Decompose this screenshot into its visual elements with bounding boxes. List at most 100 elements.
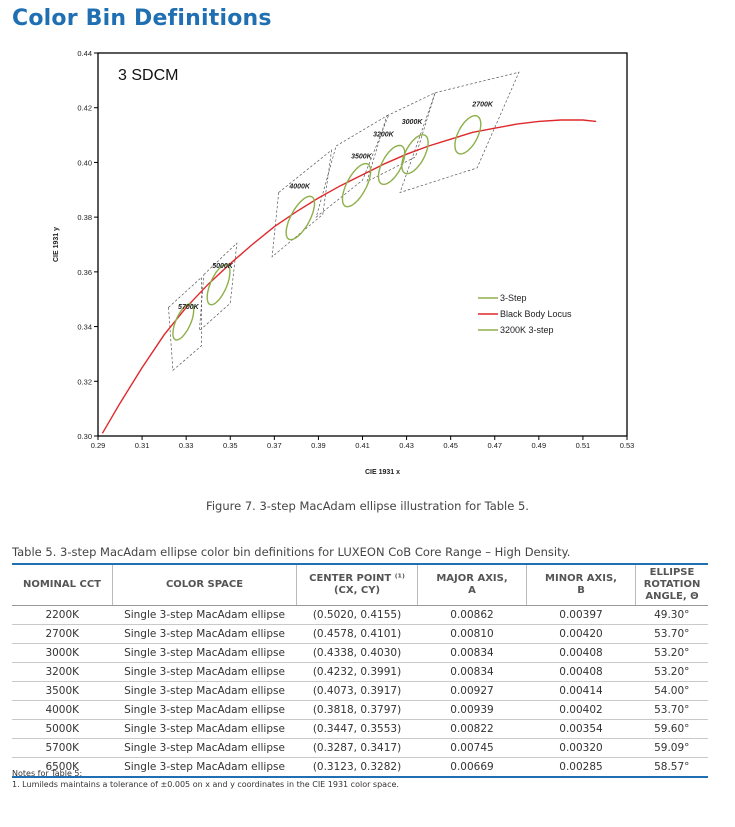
header-minor-axis: MINOR AXIS, b: [526, 563, 636, 606]
table-notes: Notes for Table 5: 1. Lumileds maintains…: [12, 768, 399, 790]
cell-rotation-angle: 53.20°: [635, 643, 708, 663]
x-tick-label: 0.35: [223, 441, 238, 450]
cell-center-point: (0.3447, 0.3553): [296, 719, 418, 739]
note-item: 1. Lumileds maintains a tolerance of ±0.…: [12, 780, 399, 789]
cell-center-point: (0.3123, 0.3282): [296, 757, 418, 778]
header-rotation-line1: ELLIPSE ROTATION: [643, 567, 701, 590]
ellipse-3500k: [341, 162, 372, 208]
header-color-space: COLOR SPACE: [112, 563, 297, 606]
cell-cct: 5700K: [12, 738, 113, 758]
x-tick-label: 0.37: [267, 441, 282, 450]
cell-color-space: Single 3-step MacAdam ellipse: [112, 662, 297, 682]
y-tick-label: 0.42: [77, 104, 92, 113]
cell-cct: 3200K: [12, 662, 113, 682]
bin-label-3000k: 3000K: [402, 119, 424, 126]
y-tick-label: 0.32: [77, 377, 92, 386]
cell-color-space: Single 3-step MacAdam ellipse: [112, 700, 297, 720]
cell-cct: 2700K: [12, 624, 113, 644]
plot-area: [97, 52, 628, 437]
table-row: 5000K Single 3-step MacAdam ellipse (0.3…: [12, 719, 708, 739]
bin-label-5700k: 5700K: [178, 304, 200, 311]
cell-cct: 3000K: [12, 643, 113, 663]
cell-rotation-angle: 59.09°: [635, 738, 708, 758]
x-tick-label: 0.43: [399, 441, 414, 450]
table-header-row: NOMINAL CCT COLOR SPACE CENTER POINT ⁽¹⁾…: [12, 563, 708, 606]
x-tick-label: 0.53: [620, 441, 635, 450]
bin-quadrangle: [271, 149, 333, 258]
y-tick-label: 0.44: [77, 49, 92, 58]
x-tick-label: 0.47: [487, 441, 502, 450]
ellipse-2700k: [454, 114, 482, 155]
cell-color-space: Single 3-step MacAdam ellipse: [112, 605, 297, 625]
cell-minor-axis: 0.00354: [526, 719, 636, 739]
cell-rotation-angle: 58.57°: [635, 757, 708, 778]
bin-quadrangle: [315, 113, 390, 219]
table-row: 4000K Single 3-step MacAdam ellipse (0.3…: [12, 700, 708, 720]
header-color-space-label: COLOR SPACE: [165, 579, 244, 590]
ellipse-3200k: [377, 144, 406, 186]
header-center-point: CENTER POINT ⁽¹⁾ (cx, cy): [296, 563, 418, 606]
y-tick-label: 0.40: [77, 158, 92, 167]
legend-label: Black Body Locus: [500, 309, 572, 319]
ellipse-4000k: [285, 195, 316, 241]
cell-center-point: (0.4578, 0.4101): [296, 624, 418, 644]
cell-minor-axis: 0.00285: [526, 757, 636, 778]
ellipse-3000k: [401, 134, 429, 175]
cell-color-space: Single 3-step MacAdam ellipse: [112, 643, 297, 663]
header-major-axis-line1: MAJOR AXIS,: [436, 573, 508, 584]
cell-center-point: (0.4232, 0.3991): [296, 662, 418, 682]
cell-cct: 5000K: [12, 719, 113, 739]
bin-quadrangle: [399, 71, 520, 194]
cell-cct: 4000K: [12, 700, 113, 720]
header-major-axis-line2: a: [468, 585, 476, 596]
x-tick-label: 0.29: [91, 441, 106, 450]
cell-color-space: Single 3-step MacAdam ellipse: [112, 624, 297, 644]
cell-minor-axis: 0.00408: [526, 662, 636, 682]
cell-center-point: (0.3287, 0.3417): [296, 738, 418, 758]
x-axis-label: CIE 1931 x: [365, 469, 400, 476]
macadam-chart: 0.29 0.31 0.33 0.35 0.37 0.39 0.41 0.43 0.45 0.47…: [53, 49, 635, 476]
cell-rotation-angle: 54.00°: [635, 681, 708, 701]
cell-minor-axis: 0.00397: [526, 605, 636, 625]
header-nominal-cct: NOMINAL CCT: [12, 563, 113, 606]
x-tick-label: 0.45: [443, 441, 458, 450]
table-row: 5700K Single 3-step MacAdam ellipse (0.3…: [12, 738, 708, 758]
bin-label-3500k: 3500K: [351, 153, 373, 160]
bin-quadrangle: [366, 92, 436, 183]
cell-major-axis: 0.00822: [417, 719, 527, 739]
cell-rotation-angle: 53.70°: [635, 624, 708, 644]
cell-color-space: Single 3-step MacAdam ellipse: [112, 757, 297, 778]
table-row: 6500K Single 3-step MacAdam ellipse (0.3…: [12, 757, 708, 778]
y-axis-label: CIE 1931 y: [53, 227, 60, 262]
cell-rotation-angle: 53.70°: [635, 700, 708, 720]
bin-label-5000k: 5000K: [212, 263, 234, 270]
bin-label-2700k: 2700K: [471, 101, 494, 108]
cell-major-axis: 0.00939: [417, 700, 527, 720]
table-caption: Table 5. 3-step MacAdam ellipse color bi…: [12, 545, 571, 559]
cell-major-axis: 0.00745: [417, 738, 527, 758]
ellipse-5000k: [206, 263, 231, 306]
cell-minor-axis: 0.00408: [526, 643, 636, 663]
cell-cct: 6500K: [12, 757, 113, 778]
x-tick-label: 0.31: [135, 441, 150, 450]
y-tick-label: 0.38: [77, 213, 92, 222]
bin-label-4000k: 4000K: [288, 183, 311, 190]
x-tick-label: 0.39: [311, 441, 326, 450]
cell-minor-axis: 0.00320: [526, 738, 636, 758]
header-minor-axis-line2: b: [577, 585, 585, 596]
cell-rotation-angle: 59.60°: [635, 719, 708, 739]
table-row: 3000K Single 3-step MacAdam ellipse (0.4…: [12, 643, 708, 663]
header-rotation-line2: ANGLE, θ: [645, 591, 699, 602]
header-center-point-line2: (cx, cy): [333, 585, 381, 596]
cell-major-axis: 0.00834: [417, 662, 527, 682]
cell-major-axis: 0.00810: [417, 624, 527, 644]
x-tick-label: 0.51: [576, 441, 591, 450]
y-tick-label: 0.36: [77, 268, 92, 277]
cell-minor-axis: 0.00414: [526, 681, 636, 701]
cell-color-space: Single 3-step MacAdam ellipse: [112, 738, 297, 758]
sdcm-annotation: 3 SDCM: [118, 67, 178, 84]
header-center-point-line1: CENTER POINT ⁽¹⁾: [309, 573, 405, 584]
legend-label: 3200K 3-step: [500, 325, 554, 335]
cell-center-point: (0.4338, 0.4030): [296, 643, 418, 663]
table-row: 2700K Single 3-step MacAdam ellipse (0.4…: [12, 624, 708, 644]
